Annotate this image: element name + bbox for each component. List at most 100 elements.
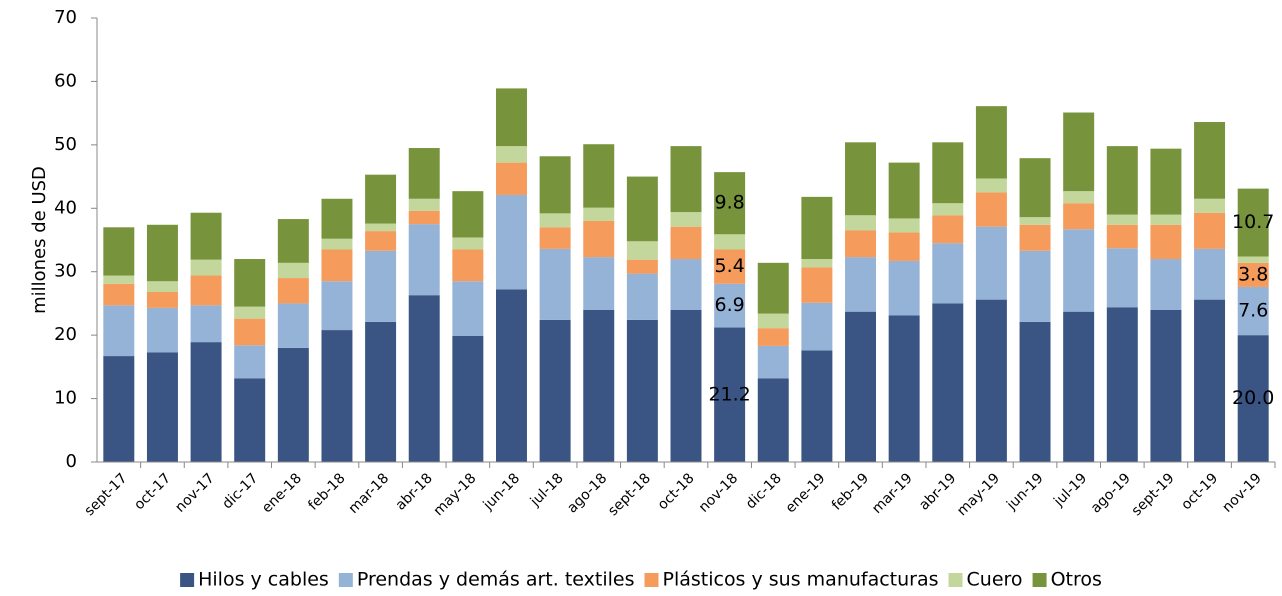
bar-segment <box>845 257 877 312</box>
bar-segment <box>975 226 1007 300</box>
data-label: 21.2 <box>708 383 750 405</box>
bar-segment <box>757 313 789 329</box>
bar-segment <box>932 243 964 304</box>
bar-segment <box>146 224 178 282</box>
bar-segment <box>146 307 178 353</box>
legend-swatch <box>180 573 195 587</box>
bar-segment <box>626 319 658 462</box>
bar-segment <box>626 241 658 260</box>
bar-segment <box>190 342 222 462</box>
bar-segment <box>277 347 309 462</box>
bar-segment <box>583 144 615 208</box>
bar-segment <box>452 191 484 238</box>
bar-segment <box>234 259 266 307</box>
bar-segment <box>1019 321 1051 462</box>
x-tick-label: jul-19 <box>1050 470 1090 510</box>
x-tick-label: mar-18 <box>346 470 393 517</box>
bar-segment <box>1194 212 1226 249</box>
bar-segment <box>1106 248 1138 308</box>
x-tick-label: dic-18 <box>743 470 785 512</box>
bar-segment <box>670 226 702 260</box>
bar-segment <box>146 281 178 293</box>
bar-segment <box>932 203 964 216</box>
bar-segment <box>234 378 266 462</box>
bar-segment <box>714 234 746 250</box>
bar-segment <box>103 356 135 462</box>
bar-segment <box>626 273 658 320</box>
bar-segment <box>1019 158 1051 218</box>
bar-segment <box>888 162 920 219</box>
bar-segment <box>1063 229 1095 312</box>
y-tick-label: 70 <box>54 7 77 28</box>
bar-segment <box>277 219 309 263</box>
data-label: 6.9 <box>715 294 745 316</box>
legend-swatch <box>1032 573 1047 587</box>
bar-segment <box>757 345 789 379</box>
bar-segment <box>190 305 222 343</box>
bar-segment <box>1063 311 1095 462</box>
bar-segment <box>321 281 353 331</box>
bar-segment <box>1106 214 1138 225</box>
bar-segment <box>626 176 658 242</box>
bar-segment <box>714 327 746 462</box>
y-tick-label: 0 <box>66 451 77 472</box>
bar-segment <box>1237 256 1269 263</box>
x-tick-label: abr-18 <box>393 470 436 513</box>
bar-segment <box>539 248 571 320</box>
bar-segment <box>234 306 266 319</box>
data-label: 7.6 <box>1238 300 1268 322</box>
x-tick-label: dic-17 <box>219 470 261 512</box>
bar-segment <box>277 303 309 348</box>
bar-segment <box>452 281 484 336</box>
data-label: 9.8 <box>715 192 745 214</box>
bar-segment <box>103 227 135 276</box>
bar-segment <box>539 156 571 214</box>
bar-segment <box>234 318 266 346</box>
bar-segment <box>1019 224 1051 251</box>
legend-label: Otros <box>1051 569 1102 591</box>
bar-segment <box>1063 191 1095 204</box>
x-tick-label: nov-17 <box>172 470 217 515</box>
bar-segment <box>234 345 266 379</box>
y-tick-label: 30 <box>54 261 77 282</box>
bar-segment <box>103 283 135 306</box>
legend-label: Plásticos y sus manufacturas <box>662 569 938 591</box>
bar-segment <box>801 196 833 260</box>
bar-segment <box>495 88 527 147</box>
bar-segment <box>975 299 1007 462</box>
x-tick-label: ene-19 <box>783 470 829 516</box>
bar-segment <box>1063 112 1095 192</box>
bar-segment <box>321 249 353 282</box>
y-tick-label: 60 <box>54 70 77 91</box>
bar-segment <box>277 262 309 279</box>
bar-segment <box>583 207 615 221</box>
x-tick-label: may-19 <box>954 470 1003 519</box>
bar-segment <box>539 227 571 249</box>
bar-segment <box>1019 217 1051 225</box>
bar-segment <box>190 259 222 276</box>
bar-segment <box>1150 259 1182 310</box>
bar-segment <box>845 215 877 231</box>
bar-segment <box>365 321 397 462</box>
x-tick-label: oct-18 <box>655 470 698 513</box>
bar-segment <box>365 174 397 224</box>
bar-segment <box>1019 250 1051 322</box>
bar-segment <box>801 302 833 351</box>
y-tick-label: 10 <box>54 388 77 409</box>
bar-segment <box>845 311 877 462</box>
y-tick-label: 20 <box>54 324 77 345</box>
legend-swatch <box>338 573 353 587</box>
bar-segment <box>583 220 615 258</box>
bar-segment <box>1194 198 1226 213</box>
bar-segment <box>452 237 484 250</box>
bar-segment <box>146 292 178 308</box>
bar-segment <box>408 224 440 296</box>
bar-segment <box>408 198 440 211</box>
legend-label: Cuero <box>967 569 1023 591</box>
x-tick-label: jun-19 <box>1003 470 1046 513</box>
bar-segment <box>539 319 571 462</box>
legend: Hilos y cables Prendas y demás art. texti… <box>180 569 1102 591</box>
bar-segment <box>495 146 527 163</box>
data-label: 5.4 <box>715 255 745 277</box>
bar-segment <box>757 378 789 462</box>
